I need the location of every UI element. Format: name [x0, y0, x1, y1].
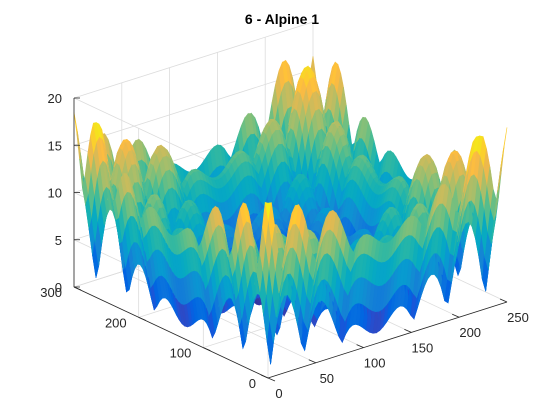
x-tick-label: 200 [459, 325, 481, 340]
y-tick-label: 200 [105, 315, 127, 330]
y-tick-label: 300 [40, 285, 62, 300]
z-tick-label: 20 [48, 91, 62, 106]
chart-title: 6 - Alpine 1 [245, 11, 319, 27]
x-tick-label: 0 [275, 386, 282, 401]
x-tick-label: 100 [364, 356, 386, 371]
y-tick-label: 100 [170, 346, 192, 361]
y-tick-mark [267, 377, 276, 382]
x-tick-label: 50 [320, 371, 334, 386]
y-tick-mark [203, 347, 211, 352]
y-tick-mark [138, 316, 146, 321]
x-tick-mark [260, 374, 269, 379]
back-wall-gridline-z [73, 68, 314, 146]
x-tick-mark [499, 298, 508, 303]
z-tick-label: 15 [48, 138, 62, 153]
x-tick-mark [452, 313, 460, 318]
y-tick-label: 0 [249, 376, 256, 391]
x-tick-mark [356, 344, 364, 348]
x-tick-label: 150 [412, 340, 434, 355]
y-tick-mark [73, 286, 82, 291]
z-tick-label: 5 [55, 233, 62, 248]
x-tick-label: 250 [507, 310, 529, 325]
x-tick-mark [308, 359, 316, 364]
z-tick-label: 10 [48, 186, 62, 201]
surface-mesh [73, 56, 508, 365]
back-wall-gridline-z [73, 21, 314, 99]
surface-face [500, 127, 508, 167]
x-tick-mark [404, 329, 412, 333]
